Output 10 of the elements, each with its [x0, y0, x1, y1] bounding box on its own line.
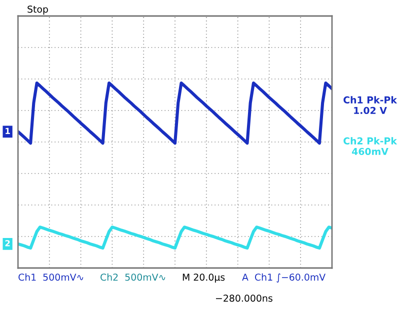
- text: M 20.0µs: [182, 274, 225, 283]
- text: Ch2 Pk-Pk 460mV: [344, 137, 398, 156]
- text: Ch1 500mV∿: [18, 273, 84, 281]
- series-label: 1: [6, 128, 10, 134]
- series-label: 2: [5, 240, 10, 246]
- text: Stop: [28, 6, 48, 15]
- text: Ch2 500mV∿: [100, 273, 166, 281]
- text: −280.000ns: [216, 294, 272, 302]
- text: Ch1 Pk-Pk 1.02 V: [344, 96, 398, 114]
- text: A Ch1 ∫−60.0mV: [242, 273, 326, 283]
